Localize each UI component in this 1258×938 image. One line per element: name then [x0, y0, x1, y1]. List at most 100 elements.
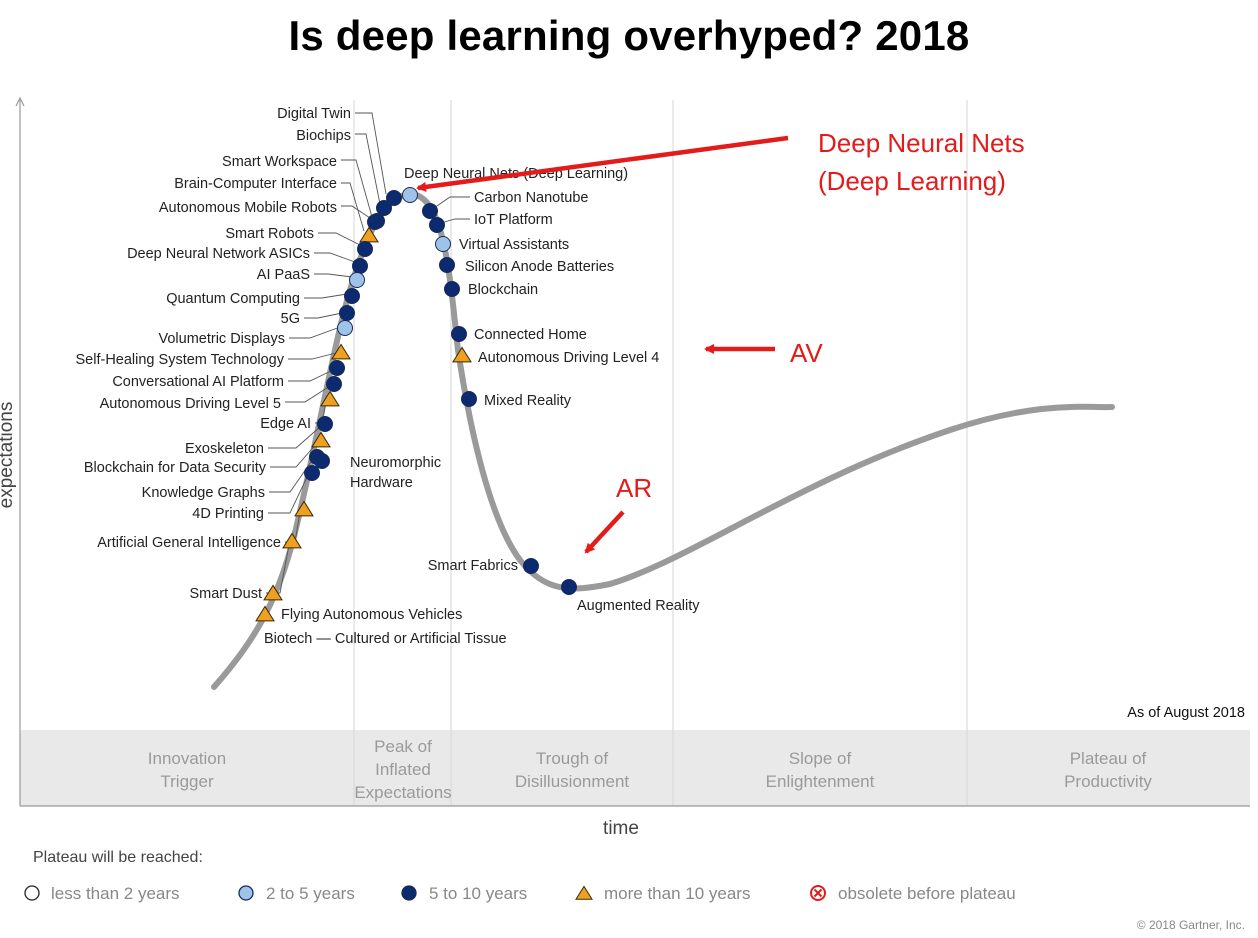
legend-title: Plateau will be reached:: [33, 849, 203, 866]
label-brain-computer-interface: Brain-Computer Interface: [174, 176, 337, 192]
y-axis-label: expectations: [0, 402, 17, 509]
label-biochips: Biochips: [296, 128, 351, 144]
x-axis-label: time: [603, 818, 639, 839]
legend-2to5-label: 2 to 5 years: [266, 884, 355, 903]
phase-label: Trigger: [160, 772, 214, 791]
marker-augmented-reality: [561, 579, 577, 595]
label-smart-fabrics: Smart Fabrics: [428, 558, 518, 574]
label-mixed-reality: Mixed Reality: [484, 393, 572, 409]
marker-neuromorphic-hardware: [314, 453, 330, 469]
marker-edge-ai: [320, 390, 340, 407]
label-artificial-general-intelligence: Artificial General Intelligence: [97, 535, 281, 551]
label-deep-neural-network-asics: Deep Neural Network ASICs: [127, 246, 310, 262]
label-smart-workspace: Smart Workspace: [222, 154, 337, 170]
phase-label: Innovation: [148, 749, 226, 768]
marker-connected-home: [451, 326, 467, 342]
label-neuromorphic-hardware: Neuromorphic Hardware: [350, 455, 441, 491]
marker-carbon-nanotube: [422, 203, 438, 219]
label-virtual-assistants: Virtual Assistants: [459, 237, 569, 253]
label-iot-platform: IoT Platform: [474, 212, 553, 228]
phase-label: Plateau of: [1070, 749, 1147, 768]
annotation-arrow-dnn: [416, 135, 789, 192]
label-autonomous-driving-level-5: Autonomous Driving Level 5: [100, 396, 281, 412]
marker-virtual-assistants: [435, 236, 451, 252]
phase-label: Peak of: [374, 737, 432, 756]
leader-blockchain-for-data-security: [270, 442, 318, 468]
leader-5g: [304, 312, 343, 319]
label-smart-dust: Smart Dust: [189, 586, 262, 602]
as-of-note: As of August 2018: [1127, 705, 1245, 721]
legend-lt2-marker: [24, 885, 40, 901]
legend-obsolete-label: obsolete before plateau: [838, 884, 1016, 903]
leader-conversational-ai-platform: [288, 369, 334, 382]
leader-4d-printing: [268, 474, 309, 514]
marker-smart-robots: [357, 241, 373, 257]
marker-silicon-anode-batteries: [439, 257, 455, 273]
leader-exoskeleton: [268, 425, 322, 449]
marker-quantum-computing: [344, 288, 360, 304]
marker-mixed-reality: [461, 391, 477, 407]
marker-conversational-ai-platform: [329, 360, 345, 376]
marker-self-healing-system-technology: [331, 343, 351, 360]
marker-blockchain: [444, 281, 460, 297]
marker-blockchain-for-data-security: [311, 431, 331, 448]
annotation-text-ar: AR: [616, 473, 652, 503]
label-autonomous-mobile-robots: Autonomous Mobile Robots: [159, 200, 337, 216]
legend-gt10-marker: [575, 885, 593, 900]
annotation-text-dnn: (Deep Learning): [818, 166, 1006, 196]
marker-autonomous-driving-level-4: [452, 346, 472, 363]
leader-autonomous-mobile-robots: [341, 205, 371, 219]
marker-4d-printing: [304, 465, 320, 481]
label-5g: 5G: [281, 311, 300, 327]
marker-ai-paas: [349, 272, 365, 288]
annotation-arrow-ar: [584, 510, 625, 554]
leader-biochips: [355, 133, 381, 205]
label-connected-home: Connected Home: [474, 327, 587, 343]
marker-biochips: [376, 200, 392, 216]
label-augmented-reality: Augmented Reality: [577, 598, 700, 614]
label-conversational-ai-platform: Conversational AI Platform: [112, 374, 284, 390]
phase-label: Slope of: [789, 749, 852, 768]
marker-volumetric-displays: [337, 320, 353, 336]
annotation-text-dnn: Deep Neural Nets: [818, 128, 1025, 158]
y-axis-arrow: [15, 96, 25, 107]
leader-volumetric-displays: [289, 326, 341, 339]
annotation-text-av: AV: [790, 338, 823, 368]
phase-band: [20, 730, 1250, 806]
marker-deep-neural-nets-deep-learning: [402, 187, 418, 203]
legend-5to10-marker: [401, 885, 417, 901]
marker-smart-dust: [282, 532, 302, 549]
label-silicon-anode-batteries: Silicon Anode Batteries: [465, 259, 614, 275]
phase-label: Productivity: [1064, 772, 1152, 791]
label-ai-paas: AI PaaS: [257, 267, 310, 283]
leader-digital-twin: [355, 112, 387, 195]
phase-label: Expectations: [354, 783, 451, 802]
copyright: © 2018 Gartner, Inc.: [1137, 918, 1245, 932]
marker-5g: [339, 305, 355, 321]
label-volumetric-displays: Volumetric Displays: [158, 331, 285, 347]
label-flying-autonomous-vehicles: Flying Autonomous Vehicles: [281, 607, 462, 623]
label-knowledge-graphs: Knowledge Graphs: [142, 485, 265, 501]
leader-brain-computer-interface: [341, 182, 365, 232]
marker-exoskeleton: [317, 416, 333, 432]
phase-label: Disillusionment: [515, 772, 630, 791]
marker-iot-platform: [429, 217, 445, 233]
marker-deep-neural-network-asics: [352, 258, 368, 274]
leader-smart-robots: [318, 232, 361, 246]
chart-title: Is deep learning overhyped? 2018: [288, 12, 970, 59]
marker-autonomous-driving-level-5: [326, 376, 342, 392]
leader-iot-platform: [440, 218, 470, 224]
leader-autonomous-driving-level-5: [285, 385, 331, 403]
marker-smart-fabrics: [523, 558, 539, 574]
label-carbon-nanotube: Carbon Nanotube: [474, 190, 588, 206]
label-digital-twin: Digital Twin: [277, 106, 351, 122]
leader-self-healing-system-technology: [288, 352, 337, 360]
marker-flying-autonomous-vehicles: [263, 584, 283, 601]
marker-autonomous-mobile-robots: [367, 214, 383, 230]
leader-smart-workspace: [341, 159, 373, 218]
legend-2to5-marker: [238, 885, 254, 901]
legend-lt2-label: less than 2 years: [51, 884, 180, 903]
leader-ai-paas: [314, 273, 353, 278]
legend-obsolete-cross: [813, 888, 823, 898]
